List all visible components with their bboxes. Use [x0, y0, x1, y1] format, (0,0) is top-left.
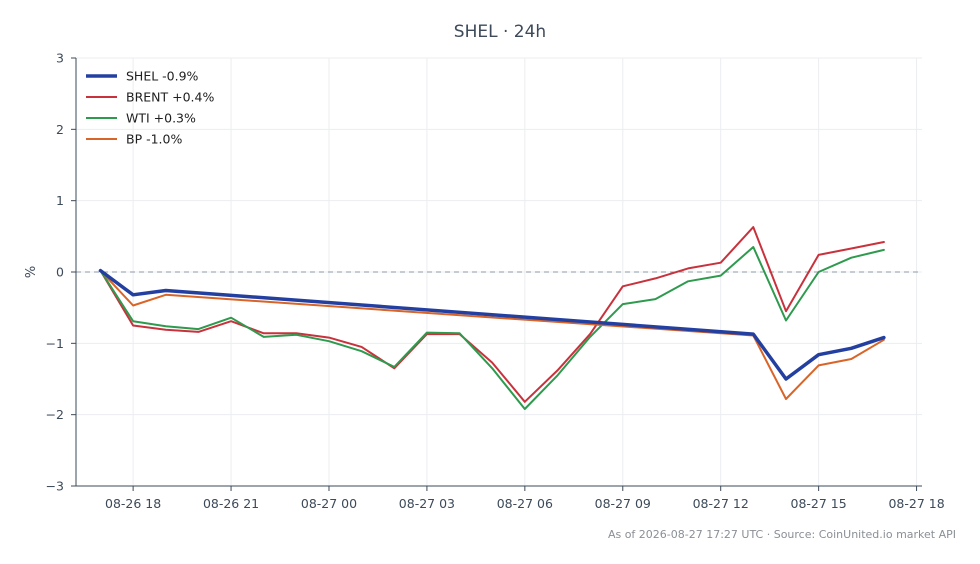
y-tick-label: −2	[46, 407, 64, 422]
x-tick-label: 08-27 06	[497, 496, 553, 511]
legend-label-0: SHEL -0.9%	[126, 69, 199, 84]
chart-title: SHEL · 24h	[454, 22, 546, 42]
series-line-0	[98, 268, 886, 381]
legend-label-3: BP -1.0%	[126, 132, 182, 147]
y-tick-label: −1	[46, 336, 64, 351]
series-lines	[98, 226, 886, 410]
y-axis-ticks: 3 2 1 0 −1 −2 −3	[46, 51, 76, 494]
y-tick-label: −3	[46, 479, 64, 494]
y-tick-label: 3	[56, 51, 64, 66]
series-line-2	[99, 246, 885, 410]
grid	[76, 57, 922, 487]
y-tick-label: 0	[56, 265, 64, 280]
x-tick-label: 08-27 03	[399, 496, 455, 511]
x-tick-label: 08-27 09	[595, 496, 651, 511]
legend: SHEL -0.9% BRENT +0.4% WTI +0.3% BP -1.0%	[86, 69, 214, 147]
x-tick-label: 08-27 12	[693, 496, 749, 511]
x-tick-label: 08-27 00	[301, 496, 357, 511]
y-tick-label: 2	[56, 122, 64, 137]
y-tick-label: 1	[56, 193, 64, 208]
x-tick-label: 08-26 21	[203, 496, 259, 511]
series-line-1	[99, 226, 885, 403]
legend-label-1: BRENT +0.4%	[126, 90, 214, 105]
x-axis-ticks: 08-26 18 08-26 21 08-27 00 08-27 03 08-27 06…	[105, 486, 945, 511]
x-tick-label: 08-27 15	[791, 496, 847, 511]
y-axis-label: %	[24, 266, 39, 278]
footer-source: As of 2026-08-27 17:27 UTC · Source: Coi…	[608, 528, 956, 541]
x-tick-label: 08-27 18	[888, 496, 944, 511]
series-line-3	[99, 269, 885, 400]
x-tick-label: 08-26 18	[105, 496, 161, 511]
legend-label-2: WTI +0.3%	[126, 111, 196, 126]
